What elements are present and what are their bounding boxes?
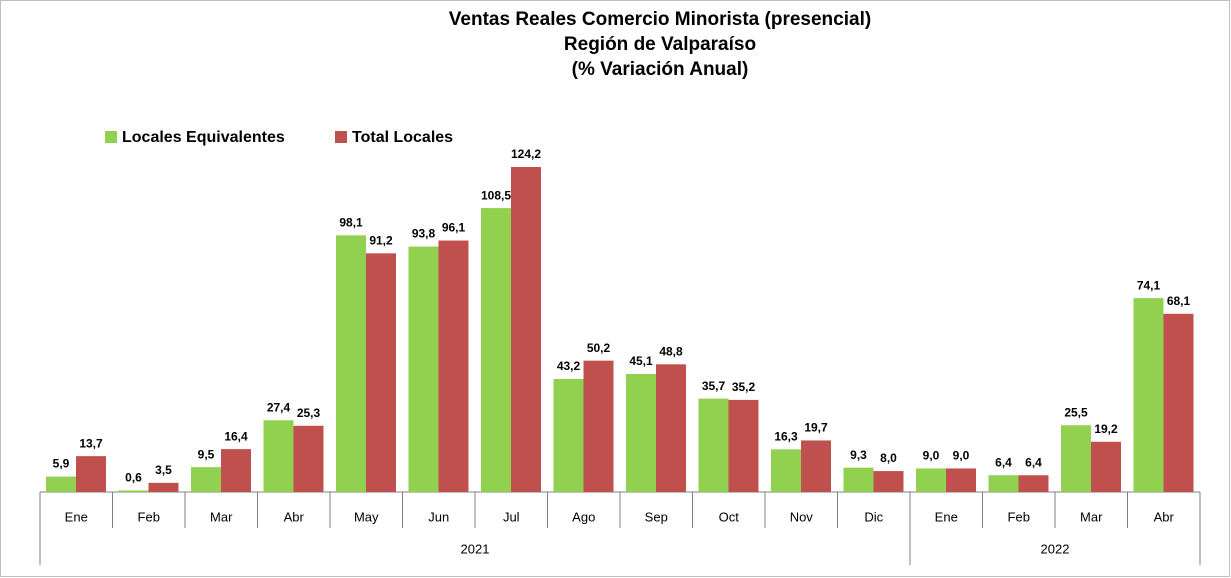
bar <box>1061 425 1091 492</box>
data-label: 124,2 <box>511 147 541 161</box>
data-label: 43,2 <box>557 359 581 373</box>
bar <box>511 167 541 492</box>
legend-swatch <box>105 131 117 143</box>
legend-swatch <box>335 131 347 143</box>
x-tick-label: Mar <box>1080 509 1103 524</box>
data-label: 25,3 <box>297 406 321 420</box>
data-label: 74,1 <box>1137 278 1161 292</box>
data-label: 5,9 <box>53 457 70 471</box>
data-label: 9,3 <box>850 448 867 462</box>
data-label: 35,7 <box>702 379 726 393</box>
chart-title: Región de Valparaíso <box>564 34 756 55</box>
bar <box>76 456 106 492</box>
data-label: 0,6 <box>125 471 142 485</box>
bar <box>801 440 831 492</box>
x-tick-label: Ene <box>65 509 88 524</box>
bar <box>1091 441 1121 492</box>
bar <box>553 378 584 492</box>
data-label: 98,1 <box>339 215 363 229</box>
bar <box>946 468 976 492</box>
data-label: 9,5 <box>198 447 215 461</box>
bar <box>728 399 759 492</box>
chart-title: (% Variación Anual) <box>572 59 749 80</box>
data-label: 50,2 <box>587 341 611 355</box>
x-tick-label: Abr <box>1154 509 1175 524</box>
bar <box>1018 475 1049 492</box>
bar <box>1163 313 1194 492</box>
x-tick-label: Ene <box>935 509 958 524</box>
x-tick-label: Mar <box>210 509 233 524</box>
bar <box>916 468 946 492</box>
bar <box>771 449 801 492</box>
data-label: 45,1 <box>629 354 653 368</box>
bar <box>336 235 366 492</box>
x-tick-label: Oct <box>719 509 740 524</box>
data-label: 108,5 <box>481 188 511 202</box>
bar <box>843 467 874 492</box>
bar <box>191 467 221 492</box>
data-label: 35,2 <box>732 380 756 394</box>
data-label: 96,1 <box>442 221 466 235</box>
x-tick-label: May <box>354 509 379 524</box>
group-label: 2021 <box>461 541 490 556</box>
data-label: 6,4 <box>1025 455 1042 469</box>
legend-label: Total Locales <box>352 129 453 146</box>
x-tick-label: Feb <box>138 509 160 524</box>
data-label: 9,0 <box>953 449 970 463</box>
legend-label: Locales Equivalentes <box>122 129 285 146</box>
x-tick-label: Nov <box>790 509 814 524</box>
bar <box>46 476 76 492</box>
bar <box>873 471 904 492</box>
data-label: 27,4 <box>267 400 291 414</box>
bar <box>366 253 396 492</box>
data-label: 93,8 <box>412 227 436 241</box>
x-tick-label: Abr <box>284 509 305 524</box>
x-tick-label: Dic <box>864 509 883 524</box>
bar <box>438 240 469 492</box>
data-label: 13,7 <box>79 436 103 450</box>
bar <box>118 490 149 492</box>
bar <box>148 482 179 492</box>
data-label: 48,8 <box>659 344 683 358</box>
data-label: 16,4 <box>224 429 248 443</box>
x-tick-label: Sep <box>645 509 668 524</box>
bar <box>988 475 1019 492</box>
group-label: 2022 <box>1041 541 1070 556</box>
x-tick-label: Jul <box>503 509 520 524</box>
data-label: 91,2 <box>369 234 393 248</box>
data-label: 68,1 <box>1167 294 1191 308</box>
data-label: 6,4 <box>995 455 1012 469</box>
bar <box>293 425 324 492</box>
x-tick-label: Ago <box>572 509 595 524</box>
data-label: 25,5 <box>1064 405 1088 419</box>
bar <box>408 246 439 492</box>
bar <box>656 364 686 492</box>
bar <box>221 449 251 492</box>
data-label: 8,0 <box>880 451 897 465</box>
data-label: 19,7 <box>804 421 828 435</box>
data-label: 19,2 <box>1094 422 1118 436</box>
bar <box>481 208 511 492</box>
x-tick-label: Feb <box>1008 509 1030 524</box>
bar <box>626 373 656 492</box>
x-tick-label: Jun <box>428 509 449 524</box>
data-label: 16,3 <box>774 430 798 444</box>
data-label: 9,0 <box>923 449 940 463</box>
bar <box>698 398 729 492</box>
chart-title: Ventas Reales Comercio Minorista (presen… <box>449 9 871 30</box>
data-label: 3,5 <box>155 463 172 477</box>
bar <box>1133 298 1164 492</box>
bar <box>263 420 294 492</box>
bar <box>583 360 614 492</box>
